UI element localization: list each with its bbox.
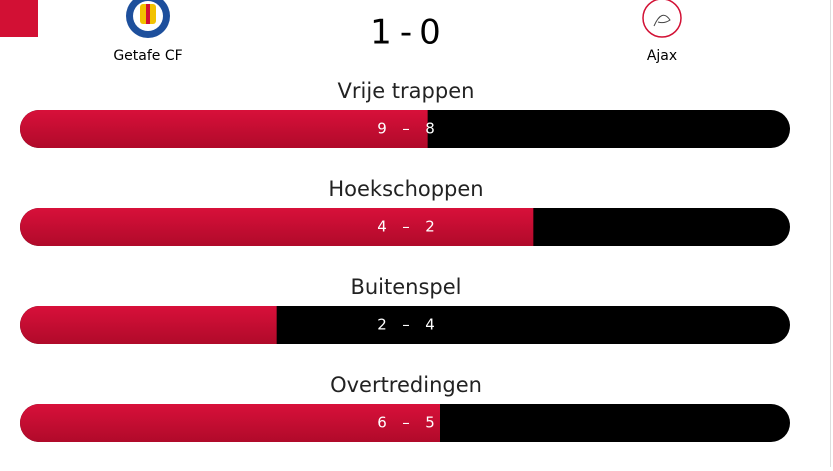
home-bar xyxy=(20,208,534,246)
value-separator: – xyxy=(402,218,410,236)
value-separator: – xyxy=(402,316,410,334)
home-team: Getafe CF xyxy=(113,48,182,64)
away-team: Ajax xyxy=(647,48,677,64)
stat-label: Buitenspel xyxy=(350,275,461,299)
away-score: 0 xyxy=(419,13,441,53)
home-bar xyxy=(20,404,440,442)
home-value: 9 xyxy=(377,120,387,138)
away-value: 5 xyxy=(425,414,435,432)
stat-label: Vrije trappen xyxy=(338,79,475,103)
home-bar xyxy=(20,306,277,344)
score-separator: - xyxy=(400,13,412,53)
home-value: 6 xyxy=(377,414,387,432)
home-value: 4 xyxy=(377,218,387,236)
away-value: 4 xyxy=(425,316,435,334)
home-bar xyxy=(20,110,428,148)
value-separator: – xyxy=(402,120,410,138)
home-score: 1 xyxy=(370,13,392,53)
home-logo xyxy=(126,0,170,38)
stat-label: Hoekschoppen xyxy=(328,177,483,201)
away-value: 8 xyxy=(425,120,435,138)
home-value: 2 xyxy=(377,316,387,334)
value-separator: – xyxy=(402,414,410,432)
stat-label: Overtredingen xyxy=(330,373,482,397)
away-value: 2 xyxy=(425,218,435,236)
away-logo xyxy=(642,0,682,38)
corner-badge xyxy=(0,0,38,37)
